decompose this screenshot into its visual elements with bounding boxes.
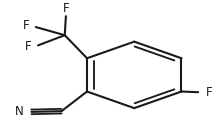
Text: F: F <box>206 86 212 99</box>
Text: F: F <box>25 40 31 53</box>
Text: N: N <box>15 105 24 118</box>
Text: F: F <box>62 2 69 15</box>
Text: F: F <box>22 19 29 32</box>
